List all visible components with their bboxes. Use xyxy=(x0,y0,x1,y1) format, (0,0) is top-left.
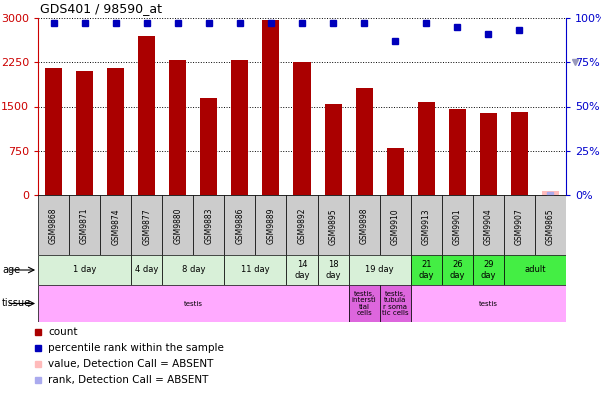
Bar xyxy=(169,61,186,195)
Bar xyxy=(224,195,255,255)
Bar xyxy=(317,255,349,285)
Text: adult: adult xyxy=(524,265,546,274)
Text: 18
day: 18 day xyxy=(325,260,341,280)
Text: GSM9907: GSM9907 xyxy=(515,208,524,245)
Text: 19 day: 19 day xyxy=(365,265,394,274)
Text: percentile rank within the sample: percentile rank within the sample xyxy=(48,343,224,353)
Bar xyxy=(224,255,287,285)
Bar xyxy=(162,195,194,255)
Bar xyxy=(263,20,279,195)
Text: GSM9883: GSM9883 xyxy=(204,208,213,244)
Bar xyxy=(410,255,442,285)
Bar xyxy=(76,71,93,195)
Bar xyxy=(480,113,497,195)
Bar xyxy=(255,195,287,255)
Text: GSM9865: GSM9865 xyxy=(546,208,555,244)
Bar xyxy=(45,68,62,195)
Bar xyxy=(287,255,317,285)
Bar xyxy=(542,191,559,195)
Text: GSM9910: GSM9910 xyxy=(391,208,400,244)
Text: 29
day: 29 day xyxy=(481,260,496,280)
Text: 26
day: 26 day xyxy=(450,260,465,280)
Bar xyxy=(410,285,566,322)
Text: 14
day: 14 day xyxy=(294,260,310,280)
Bar xyxy=(162,255,224,285)
Text: GSM9871: GSM9871 xyxy=(80,208,89,244)
Bar xyxy=(356,88,373,195)
Bar xyxy=(511,112,528,195)
Bar xyxy=(131,195,162,255)
Text: GDS401 / 98590_at: GDS401 / 98590_at xyxy=(40,2,162,15)
Text: GSM9877: GSM9877 xyxy=(142,208,151,244)
Text: GSM9886: GSM9886 xyxy=(236,208,245,244)
Bar xyxy=(325,104,341,195)
Bar xyxy=(349,255,410,285)
Text: 8 day: 8 day xyxy=(182,265,205,274)
Text: tissue: tissue xyxy=(2,299,31,308)
Text: GSM9898: GSM9898 xyxy=(359,208,368,244)
Text: 11 day: 11 day xyxy=(241,265,270,274)
Bar xyxy=(317,195,349,255)
Bar xyxy=(100,195,131,255)
Text: GSM9892: GSM9892 xyxy=(297,208,307,244)
Bar xyxy=(138,36,155,195)
Bar xyxy=(442,195,473,255)
Text: GSM9868: GSM9868 xyxy=(49,208,58,244)
Text: GSM9901: GSM9901 xyxy=(453,208,462,244)
Bar xyxy=(349,285,380,322)
Bar xyxy=(473,255,504,285)
Text: 21
day: 21 day xyxy=(418,260,434,280)
Text: GSM9880: GSM9880 xyxy=(173,208,182,244)
Bar xyxy=(442,255,473,285)
Bar xyxy=(231,61,248,195)
Text: age: age xyxy=(2,265,20,275)
Bar xyxy=(380,195,410,255)
Bar xyxy=(386,148,404,195)
Text: testis: testis xyxy=(479,301,498,307)
Bar xyxy=(38,285,349,322)
Text: GSM9913: GSM9913 xyxy=(422,208,431,244)
Text: GSM9874: GSM9874 xyxy=(111,208,120,244)
Text: GSM9889: GSM9889 xyxy=(266,208,275,244)
Text: testis,
tubula
r soma
tic cells: testis, tubula r soma tic cells xyxy=(382,291,409,316)
Text: value, Detection Call = ABSENT: value, Detection Call = ABSENT xyxy=(48,359,213,369)
Bar xyxy=(38,195,69,255)
Text: testis,
intersti
tial
cells: testis, intersti tial cells xyxy=(352,291,376,316)
Text: rank, Detection Call = ABSENT: rank, Detection Call = ABSENT xyxy=(48,375,209,385)
Bar xyxy=(410,195,442,255)
Bar xyxy=(287,195,317,255)
Bar xyxy=(473,195,504,255)
Text: testis: testis xyxy=(184,301,203,307)
Bar xyxy=(38,255,131,285)
Text: 1 day: 1 day xyxy=(73,265,96,274)
Bar xyxy=(349,195,380,255)
Text: count: count xyxy=(48,327,78,337)
Bar xyxy=(504,255,566,285)
Text: GSM9904: GSM9904 xyxy=(484,208,493,245)
Text: 4 day: 4 day xyxy=(135,265,159,274)
Bar xyxy=(107,68,124,195)
Bar xyxy=(380,285,410,322)
Bar xyxy=(194,195,224,255)
Text: GSM9895: GSM9895 xyxy=(329,208,338,244)
Bar xyxy=(504,195,535,255)
Bar xyxy=(131,255,162,285)
Bar xyxy=(535,195,566,255)
Bar xyxy=(200,98,218,195)
Bar xyxy=(69,195,100,255)
Bar xyxy=(418,102,435,195)
Bar xyxy=(293,62,311,195)
Bar xyxy=(449,109,466,195)
